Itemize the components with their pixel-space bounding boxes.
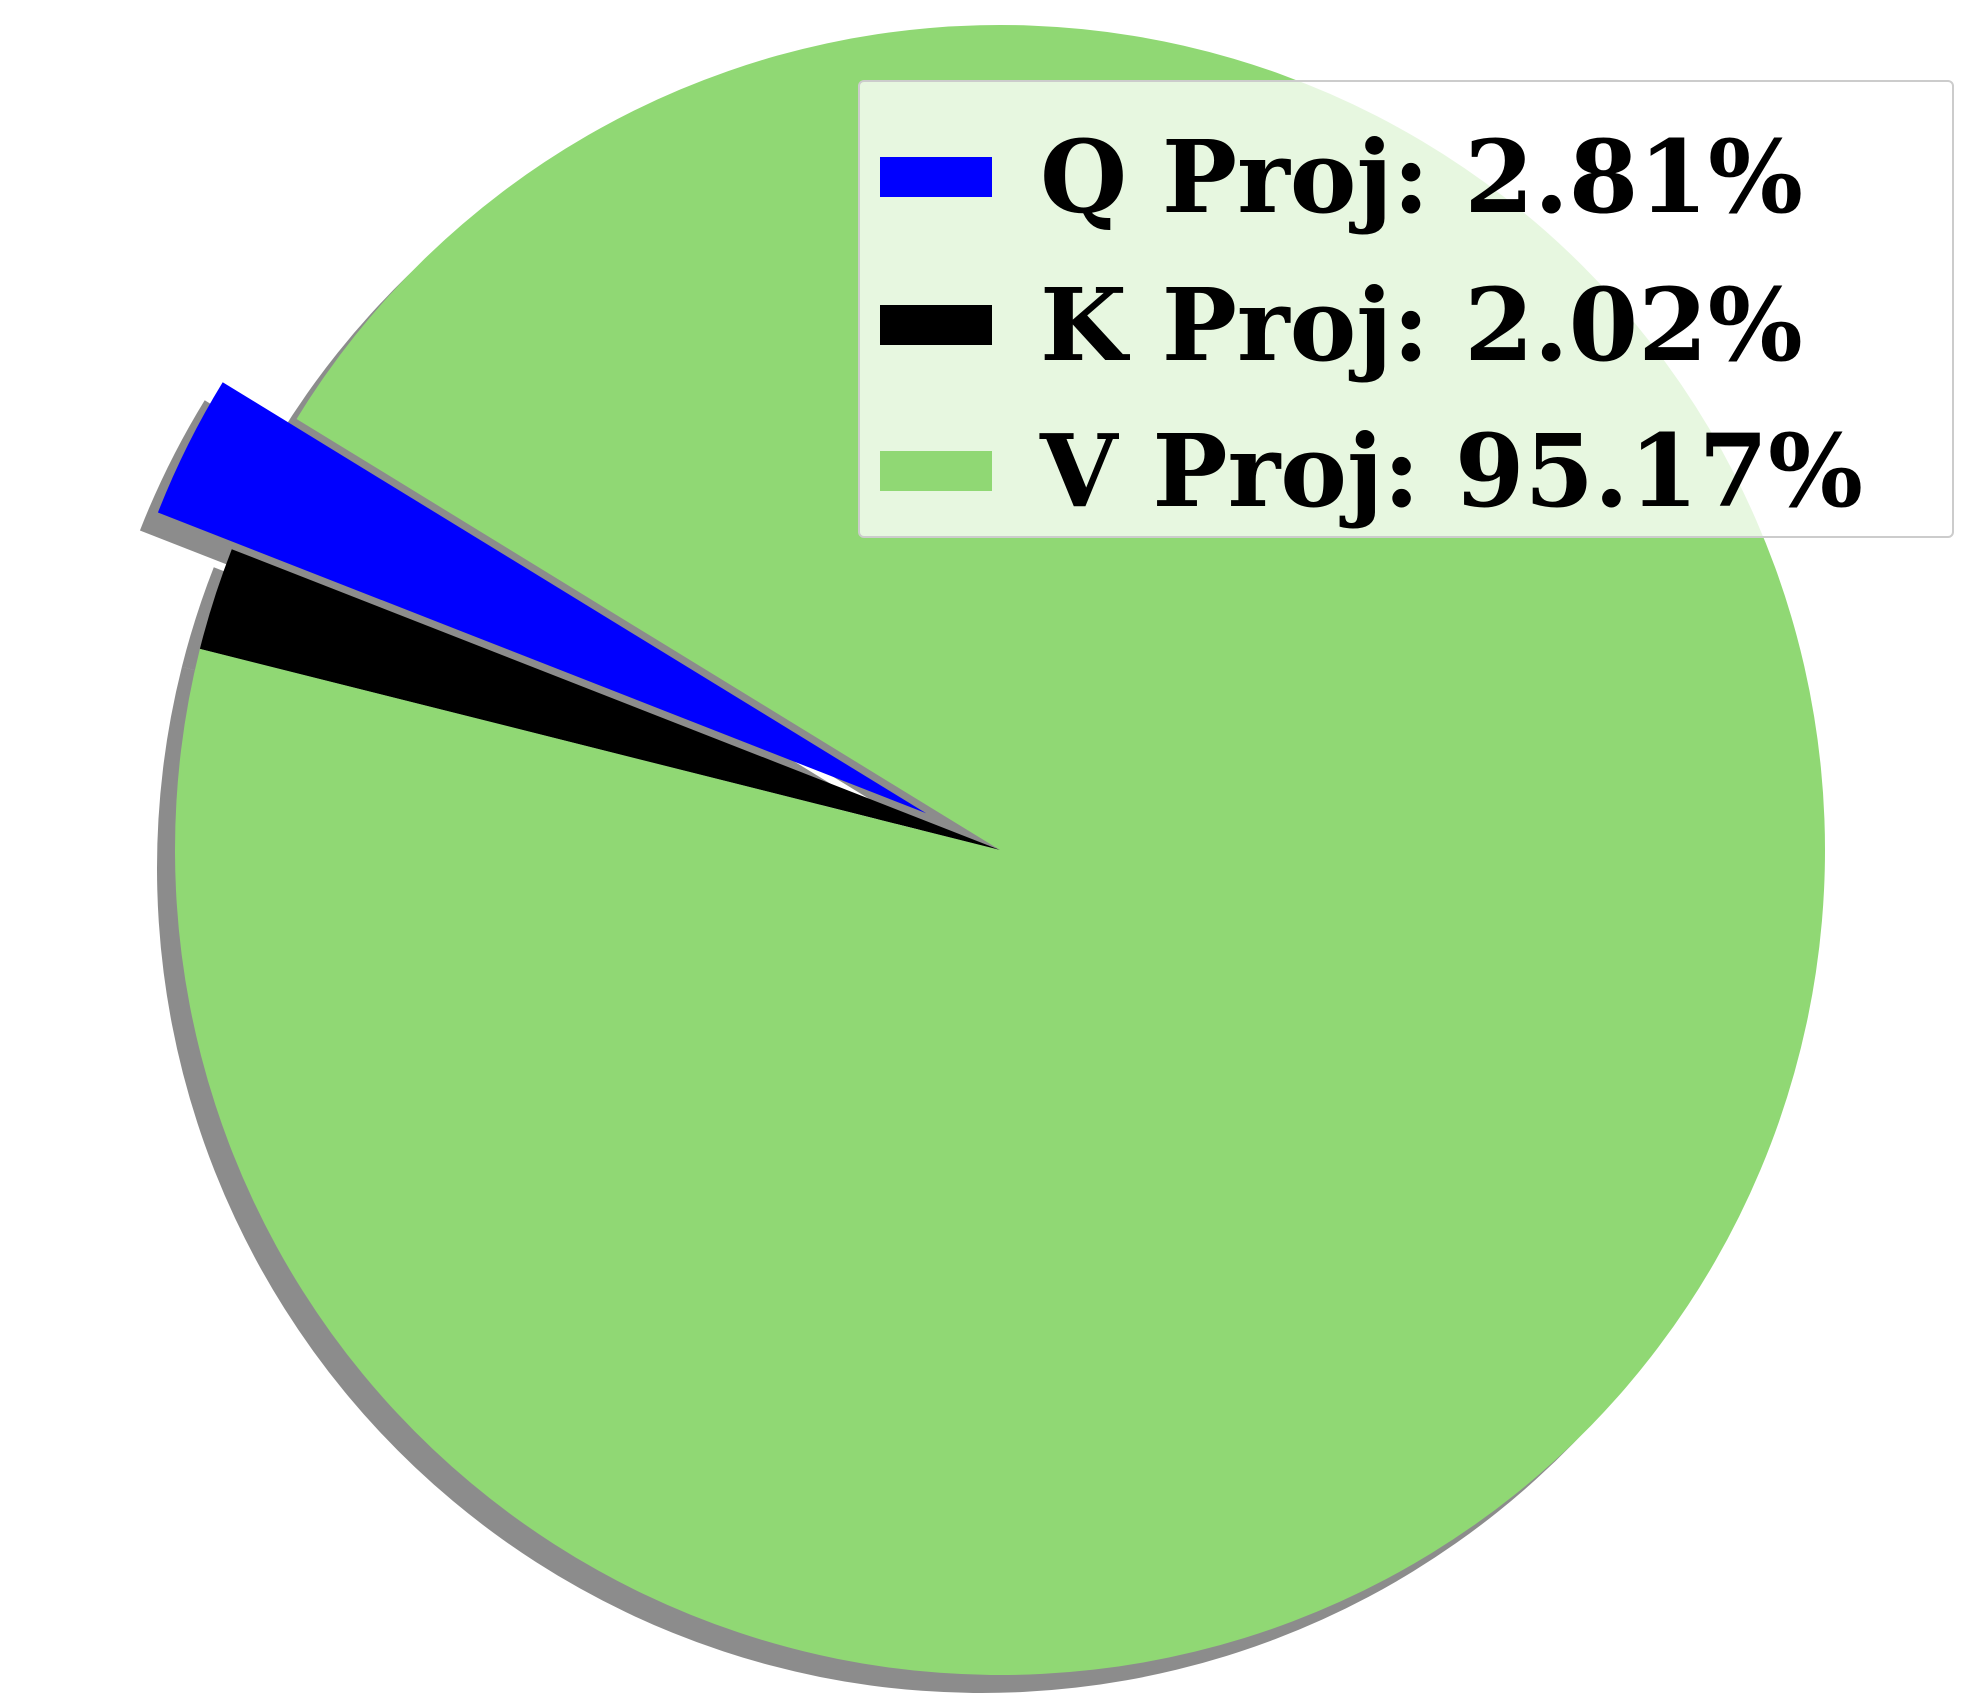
legend-swatch-v-proj <box>880 451 992 491</box>
pie-slice-k-proj <box>199 549 1000 850</box>
legend-label-v-proj: V Proj: 95.17% <box>1040 412 1864 530</box>
legend-item-k-proj: K Proj: 2.02% <box>880 250 1803 400</box>
pie-slice-q-proj <box>157 382 927 814</box>
legend-label-k-proj: K Proj: 2.02% <box>1040 266 1803 384</box>
legend-swatch-q-proj <box>880 157 992 197</box>
legend-item-v-proj: V Proj: 95.17% <box>880 396 1863 546</box>
legend-item-q-proj: Q Proj: 2.81% <box>880 102 1803 252</box>
legend-swatch-k-proj <box>880 305 992 345</box>
legend-label-q-proj: Q Proj: 2.81% <box>1040 118 1803 236</box>
legend: Q Proj: 2.81% K Proj: 2.02% V Proj: 95.1… <box>858 80 1954 538</box>
